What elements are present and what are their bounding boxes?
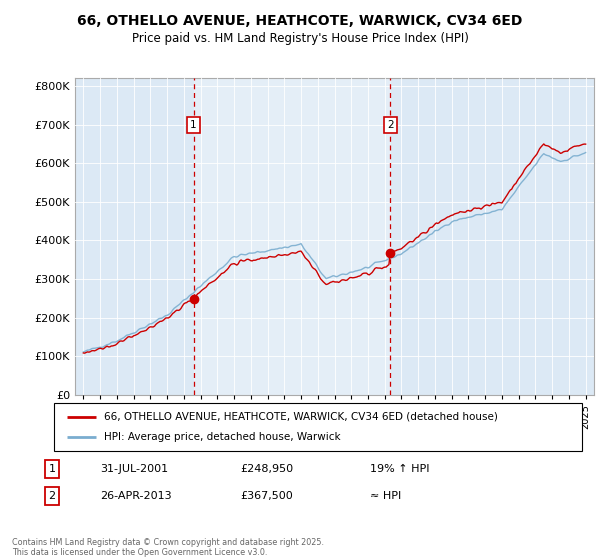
Text: HPI: Average price, detached house, Warwick: HPI: Average price, detached house, Warw… <box>104 432 341 442</box>
Text: 66, OTHELLO AVENUE, HEATHCOTE, WARWICK, CV34 6ED: 66, OTHELLO AVENUE, HEATHCOTE, WARWICK, … <box>77 14 523 28</box>
Text: 1: 1 <box>190 120 197 130</box>
Text: 26-APR-2013: 26-APR-2013 <box>100 491 172 501</box>
Text: 2: 2 <box>49 491 56 501</box>
Bar <box>194 78 390 395</box>
Text: 66, OTHELLO AVENUE, HEATHCOTE, WARWICK, CV34 6ED (detached house): 66, OTHELLO AVENUE, HEATHCOTE, WARWICK, … <box>104 412 498 422</box>
Text: ≈ HPI: ≈ HPI <box>370 491 401 501</box>
Text: £248,950: £248,950 <box>240 464 293 474</box>
Text: 31-JUL-2001: 31-JUL-2001 <box>100 464 168 474</box>
Text: Price paid vs. HM Land Registry's House Price Index (HPI): Price paid vs. HM Land Registry's House … <box>131 32 469 45</box>
Text: 19% ↑ HPI: 19% ↑ HPI <box>370 464 430 474</box>
FancyBboxPatch shape <box>54 403 582 451</box>
Text: 2: 2 <box>387 120 394 130</box>
Text: Contains HM Land Registry data © Crown copyright and database right 2025.
This d: Contains HM Land Registry data © Crown c… <box>12 538 324 557</box>
Text: £367,500: £367,500 <box>240 491 293 501</box>
Text: 1: 1 <box>49 464 56 474</box>
